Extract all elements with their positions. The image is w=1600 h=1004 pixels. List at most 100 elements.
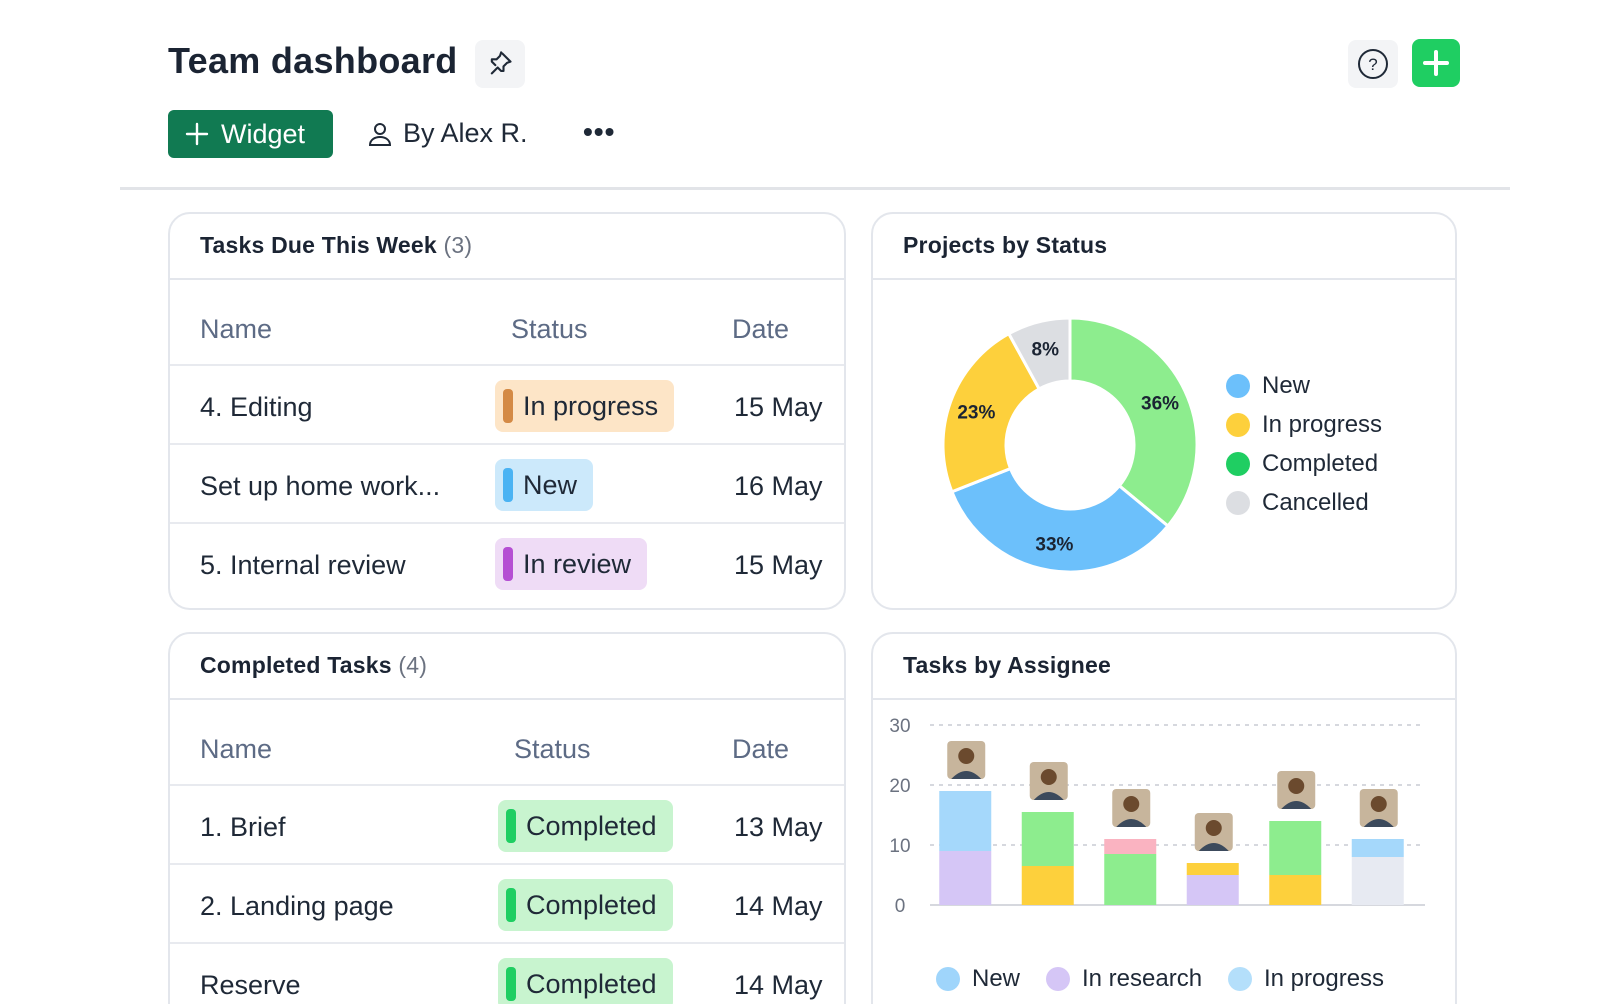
divider bbox=[170, 278, 844, 280]
add-button[interactable] bbox=[1412, 39, 1460, 87]
legend-item-new[interactable]: New bbox=[936, 965, 1020, 993]
task-date: 13 May bbox=[734, 812, 823, 842]
status-color-bar bbox=[506, 809, 516, 843]
assignee-avatar[interactable] bbox=[1029, 762, 1068, 800]
legend-item-completed[interactable]: Completed bbox=[1226, 444, 1382, 483]
task-name[interactable]: 5. Internal review bbox=[200, 550, 406, 580]
status-badge[interactable]: New bbox=[495, 459, 594, 511]
slice-label: 8% bbox=[1032, 340, 1060, 361]
task-name[interactable]: 4. Editing bbox=[200, 392, 313, 422]
card-title: Tasks Due This Week (3) bbox=[200, 232, 472, 259]
legend-dot bbox=[1228, 967, 1252, 991]
bar-segment[interactable] bbox=[1021, 812, 1074, 866]
y-tick-label: 10 bbox=[889, 836, 910, 857]
legend-item-in-progress[interactable]: In progress bbox=[1228, 965, 1384, 993]
assignee-avatar[interactable] bbox=[1194, 813, 1233, 851]
column-header-date[interactable]: Date bbox=[732, 734, 790, 764]
help-button[interactable]: ? bbox=[1348, 40, 1398, 88]
donut-slice-completed[interactable] bbox=[1068, 316, 1199, 529]
task-date: 15 May bbox=[734, 550, 823, 580]
add-widget-button[interactable]: Widget bbox=[168, 110, 333, 158]
y-tick-label: 30 bbox=[889, 716, 910, 737]
divider bbox=[170, 698, 844, 700]
bar-segment[interactable] bbox=[1351, 839, 1404, 857]
completed-tasks-count: (4) bbox=[398, 652, 428, 678]
bar-segment[interactable] bbox=[1269, 821, 1322, 875]
divider bbox=[170, 942, 844, 944]
legend-dot bbox=[1226, 373, 1250, 398]
bar-segment[interactable] bbox=[1186, 875, 1239, 905]
tasks-by-assignee-chart: 0 10 20 30 bbox=[889, 716, 1425, 917]
status-badge[interactable]: In progress bbox=[495, 380, 675, 432]
legend-item-cancelled[interactable]: Cancelled bbox=[1226, 483, 1382, 522]
status-label: Completed bbox=[526, 968, 657, 999]
assignee-avatar[interactable] bbox=[1359, 789, 1398, 827]
legend-dot bbox=[1226, 451, 1250, 476]
task-name[interactable]: 1. Brief bbox=[200, 812, 286, 842]
task-name[interactable]: 2. Landing page bbox=[200, 891, 394, 921]
status-color-bar bbox=[506, 888, 516, 922]
bar-segment[interactable] bbox=[1186, 863, 1239, 875]
legend-item-new[interactable]: New bbox=[1226, 366, 1382, 405]
donut-slice-new[interactable] bbox=[949, 466, 1170, 574]
help-icon: ? bbox=[1358, 49, 1388, 79]
status-badge[interactable]: Completed bbox=[498, 879, 673, 931]
status-label: Completed bbox=[526, 810, 657, 841]
assignee-avatar[interactable] bbox=[1277, 771, 1316, 809]
status-label: Completed bbox=[526, 889, 657, 920]
bar-segment[interactable] bbox=[1351, 857, 1404, 905]
divider bbox=[170, 522, 844, 524]
column-header-name[interactable]: Name bbox=[200, 314, 273, 344]
task-date: 14 May bbox=[734, 970, 823, 1000]
status-badge[interactable]: Completed bbox=[498, 800, 673, 852]
bar-segment[interactable] bbox=[1021, 866, 1074, 905]
card-title: Projects by Status bbox=[903, 232, 1108, 258]
plus-icon bbox=[185, 122, 209, 146]
slice-label: 33% bbox=[1035, 534, 1073, 555]
column-header-status[interactable]: Status bbox=[514, 734, 591, 764]
task-name[interactable]: Set up home work... bbox=[200, 471, 441, 501]
bar-segment[interactable] bbox=[1269, 875, 1322, 905]
completed-tasks-title: Completed Tasks bbox=[200, 652, 392, 678]
legend-label: In progress bbox=[1264, 965, 1385, 992]
y-tick-label: 20 bbox=[889, 776, 910, 797]
owner-filter[interactable]: By Alex R. bbox=[367, 118, 528, 149]
task-date: 15 May bbox=[734, 392, 823, 422]
divider bbox=[170, 784, 844, 786]
column-header-name[interactable]: Name bbox=[200, 734, 273, 764]
bar-segment[interactable] bbox=[939, 851, 992, 905]
divider bbox=[170, 364, 844, 366]
status-badge[interactable]: Completed bbox=[498, 958, 673, 1004]
divider bbox=[873, 698, 1455, 700]
bar-segment[interactable] bbox=[1104, 839, 1157, 854]
status-badge[interactable]: In review bbox=[495, 538, 648, 590]
legend-item-in-progress[interactable]: In progress bbox=[1226, 405, 1382, 444]
card-title: Tasks by Assignee bbox=[903, 652, 1111, 678]
legend-item-in-research[interactable]: In research bbox=[1046, 965, 1202, 993]
tasks-due-card: Tasks Due This Week (3) Name Status Date… bbox=[168, 212, 846, 610]
assignee-avatar[interactable] bbox=[1112, 789, 1151, 827]
header-divider bbox=[120, 187, 1510, 190]
legend-label: In research bbox=[1082, 965, 1203, 992]
task-name[interactable]: Reserve bbox=[200, 970, 301, 1000]
bar-segment[interactable] bbox=[939, 791, 992, 851]
column-header-date[interactable]: Date bbox=[732, 314, 790, 344]
plus-icon bbox=[1423, 50, 1449, 76]
card-title: Completed Tasks (4) bbox=[200, 652, 427, 679]
user-icon bbox=[368, 122, 392, 146]
bar-segment[interactable] bbox=[1104, 854, 1157, 905]
donut-slice-in-progress[interactable] bbox=[941, 331, 1042, 494]
svg-text:?: ? bbox=[1368, 55, 1377, 74]
pin-button[interactable] bbox=[475, 40, 525, 88]
assignee-avatar[interactable] bbox=[947, 741, 986, 779]
pin-icon bbox=[490, 51, 512, 75]
more-options-button[interactable]: ••• bbox=[583, 116, 616, 147]
divider bbox=[170, 863, 844, 865]
column-header-status[interactable]: Status bbox=[511, 314, 588, 344]
legend-label: New bbox=[1262, 371, 1311, 399]
donut-slice-cancelled[interactable] bbox=[1006, 316, 1072, 391]
slice-label: 23% bbox=[957, 402, 995, 423]
status-color-bar bbox=[503, 389, 513, 423]
legend-label: In progress bbox=[1262, 410, 1383, 438]
donut-legend: New In progress Completed Cancelled bbox=[1226, 366, 1382, 522]
